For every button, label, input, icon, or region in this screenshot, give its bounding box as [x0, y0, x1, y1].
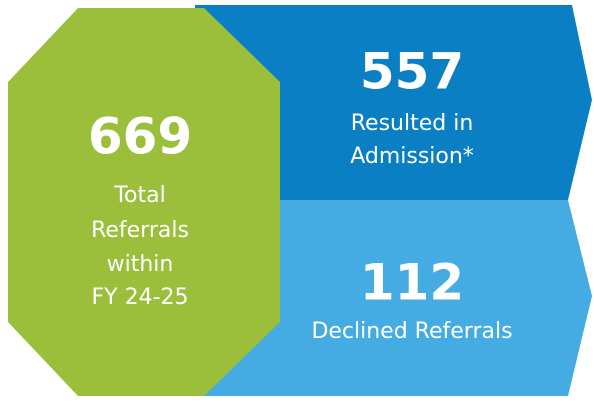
declined-label: Declined Referrals	[311, 319, 512, 344]
total-panel	[8, 8, 280, 396]
admission-label: Admission*	[350, 144, 474, 169]
total-label: FY 24-25	[91, 285, 188, 310]
declined-panel	[195, 200, 592, 396]
admission-panel	[195, 5, 592, 200]
declined-value: 112	[360, 254, 464, 312]
admission-value: 557	[360, 43, 464, 101]
total-label: within	[107, 252, 174, 277]
admission-label: Resulted in	[351, 111, 474, 136]
total-label: Total	[113, 183, 165, 208]
total-label: Referrals	[91, 218, 189, 243]
total-value: 669	[88, 108, 192, 166]
